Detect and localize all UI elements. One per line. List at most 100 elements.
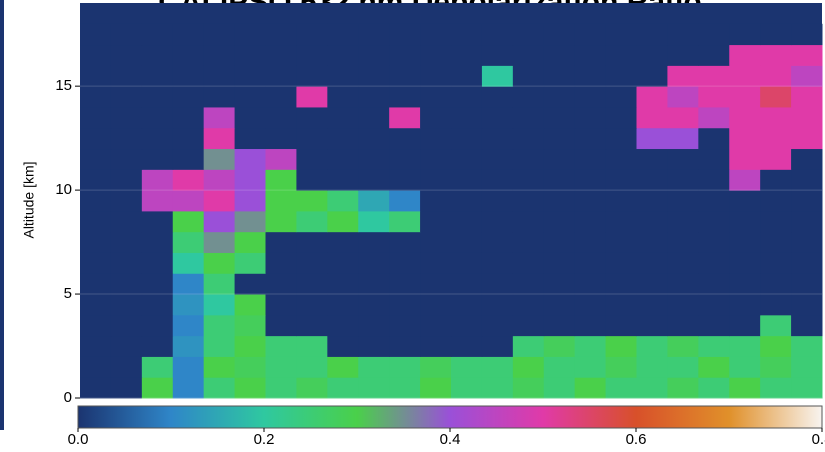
heatmap-cell xyxy=(296,128,327,149)
heatmap-cell xyxy=(606,169,637,190)
heatmap-cell xyxy=(80,252,111,273)
heatmap-cell xyxy=(791,190,822,211)
heatmap-cell xyxy=(482,252,513,273)
heatmap-cell xyxy=(358,24,389,45)
heatmap-cell xyxy=(296,45,327,66)
heatmap-cell xyxy=(420,252,451,273)
heatmap-cell xyxy=(513,294,544,315)
heatmap-cell xyxy=(266,377,297,398)
heatmap-cell xyxy=(760,252,791,273)
heatmap-cell xyxy=(513,190,544,211)
heatmap-cell xyxy=(204,211,235,232)
heatmap-cell xyxy=(513,169,544,190)
heatmap-cell xyxy=(513,273,544,294)
heatmap-cell xyxy=(698,356,729,377)
heatmap-cell xyxy=(544,149,575,170)
heatmap-cell xyxy=(80,294,111,315)
heatmap-cell xyxy=(513,86,544,107)
heatmap-cell xyxy=(111,377,142,398)
heatmap-cell xyxy=(296,86,327,107)
heatmap-cell xyxy=(358,128,389,149)
heatmap-cell xyxy=(451,107,482,128)
heatmap-cell xyxy=(544,294,575,315)
heatmap-cell xyxy=(80,24,111,45)
heatmap-cell xyxy=(667,252,698,273)
heatmap-cell xyxy=(204,252,235,273)
heatmap-cell xyxy=(358,294,389,315)
heatmap-cell xyxy=(389,65,420,86)
heatmap-cell xyxy=(204,273,235,294)
heatmap-cell xyxy=(358,336,389,357)
heatmap-cell xyxy=(544,45,575,66)
heatmap-cell xyxy=(80,65,111,86)
heatmap-cell xyxy=(791,65,822,86)
heatmap-cell xyxy=(266,169,297,190)
heatmap-cell xyxy=(173,24,204,45)
heatmap-cell xyxy=(667,356,698,377)
heatmap-cell xyxy=(142,252,173,273)
heatmap-cell xyxy=(575,315,606,336)
heatmap-cell xyxy=(482,294,513,315)
heatmap-cell xyxy=(606,252,637,273)
heatmap-cell xyxy=(513,24,544,45)
y-tick-label: 15 xyxy=(55,77,72,94)
heatmap-cell xyxy=(327,294,358,315)
heatmap-cell xyxy=(637,65,668,86)
heatmap-cell xyxy=(482,315,513,336)
heatmap-cell xyxy=(544,190,575,211)
heatmap-cell xyxy=(637,149,668,170)
heatmap-cell xyxy=(760,294,791,315)
heatmap-cell xyxy=(204,128,235,149)
heatmap-cell xyxy=(266,252,297,273)
heatmap-cell xyxy=(420,211,451,232)
heatmap-cell xyxy=(513,315,544,336)
heatmap-cell xyxy=(606,211,637,232)
heatmap-cell xyxy=(358,86,389,107)
heatmap-cell xyxy=(111,336,142,357)
heatmap-cell xyxy=(358,232,389,253)
heatmap-cell xyxy=(327,252,358,273)
heatmap-cell xyxy=(389,45,420,66)
heatmap-cell xyxy=(142,232,173,253)
heatmap-cell xyxy=(296,169,327,190)
heatmap-cell xyxy=(266,149,297,170)
heatmap-cell xyxy=(513,336,544,357)
heatmap-cell xyxy=(266,232,297,253)
heatmap-cell xyxy=(142,273,173,294)
heatmap-cell xyxy=(235,107,266,128)
y-tick-label: 0 xyxy=(64,389,72,406)
heatmap-cell xyxy=(420,86,451,107)
heatmap-cell xyxy=(606,149,637,170)
heatmap-cell xyxy=(389,86,420,107)
heatmap-cell xyxy=(142,65,173,86)
heatmap-cell xyxy=(111,211,142,232)
heatmap-cell xyxy=(142,149,173,170)
heatmap-cell xyxy=(667,273,698,294)
heatmap-cell xyxy=(667,128,698,149)
heatmap-cell xyxy=(729,273,760,294)
heatmap-cell xyxy=(698,107,729,128)
heatmap-cell xyxy=(173,149,204,170)
heatmap-cell xyxy=(451,315,482,336)
heatmap-cell xyxy=(606,107,637,128)
heatmap-cell xyxy=(389,24,420,45)
heatmap-cell xyxy=(791,273,822,294)
heatmap-cell xyxy=(606,45,637,66)
heatmap-cell xyxy=(637,45,668,66)
heatmap-cell xyxy=(173,190,204,211)
heatmap-cell xyxy=(544,356,575,377)
heatmap-cell xyxy=(296,315,327,336)
heatmap-cell xyxy=(482,86,513,107)
heatmap-cell xyxy=(235,315,266,336)
heatmap-cell xyxy=(606,65,637,86)
heatmap-cell xyxy=(791,169,822,190)
heatmap-cell xyxy=(667,86,698,107)
heatmap-cell xyxy=(544,273,575,294)
heatmap-cell xyxy=(80,45,111,66)
heatmap-cell xyxy=(173,315,204,336)
heatmap-cell xyxy=(451,45,482,66)
heatmap-cell xyxy=(235,232,266,253)
heatmap-cell xyxy=(235,252,266,273)
heatmap-cell xyxy=(235,45,266,66)
heatmap-cell xyxy=(451,169,482,190)
